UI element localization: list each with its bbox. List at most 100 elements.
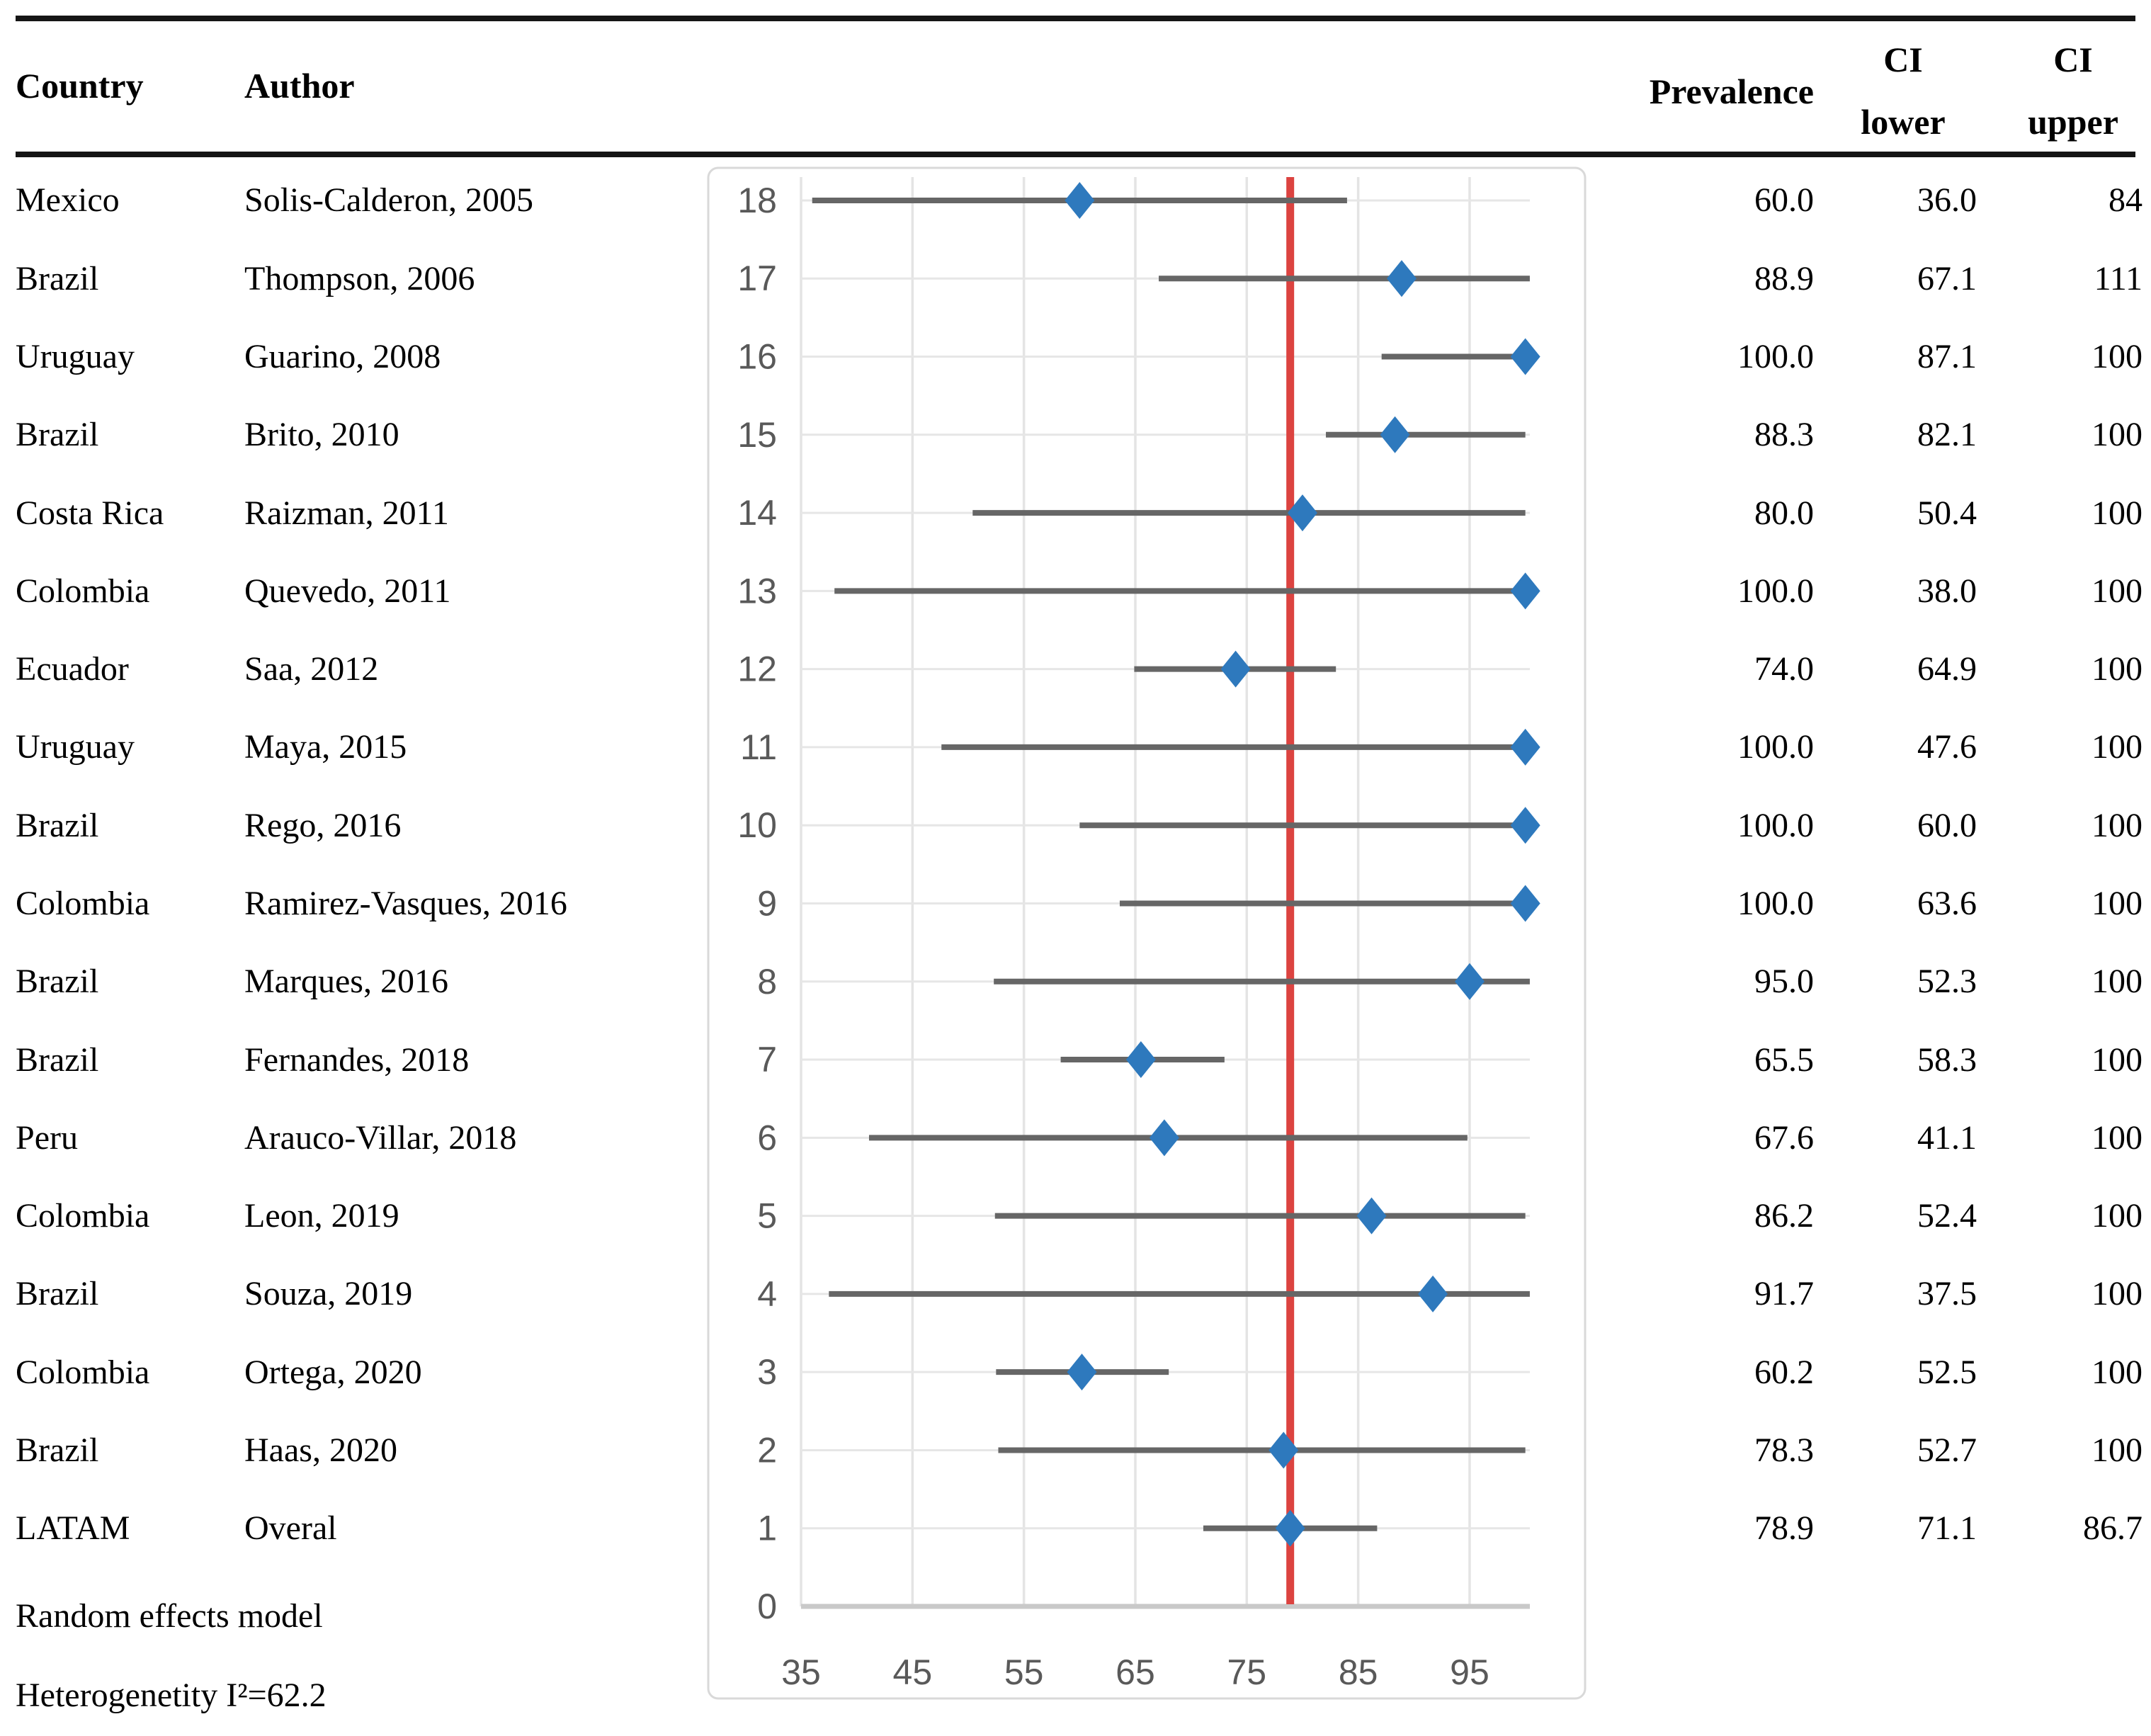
y-axis-label: 6: [757, 1118, 777, 1157]
prevalence-cell: 88.9: [1754, 259, 1814, 297]
y-axis-label: 10: [737, 805, 777, 845]
author-cell: Rego, 2016: [244, 806, 402, 844]
country-cell: Ecuador: [16, 650, 129, 688]
ci-lower-cell: 37.5: [1917, 1275, 1977, 1313]
heterogeneity-note: Heterogenetity I²=62.2: [16, 1677, 327, 1714]
author-cell: Marques, 2016: [244, 963, 448, 1001]
author-cell: Quevedo, 2011: [244, 572, 451, 610]
country-cell: Brazil: [16, 1040, 99, 1079]
prevalence-cell: 95.0: [1754, 963, 1814, 1001]
ci-upper-cell: 100: [2092, 1275, 2143, 1313]
table-row: Costa Rica Raizman, 2011 80.0 50.4 100: [0, 474, 2151, 552]
y-axis-label: 11: [740, 727, 777, 767]
table-row: Brazil Brito, 2010 88.3 82.1 100: [0, 396, 2151, 474]
author-cell: Fernandes, 2018: [244, 1040, 470, 1079]
prevalence-diamond: [1387, 260, 1417, 297]
ci-upper-cell: 84: [2109, 181, 2143, 220]
y-axis-label: 9: [757, 883, 777, 923]
y-axis-label: 1: [757, 1509, 777, 1548]
y-axis-label: 3: [757, 1352, 777, 1392]
prevalence-cell: 65.5: [1754, 1040, 1814, 1079]
ci-lower-cell: 67.1: [1917, 259, 1977, 297]
author-cell: Arauco-Villar, 2018: [244, 1118, 517, 1157]
ci-lower-cell: 47.6: [1917, 728, 1977, 766]
prevalence-diamond: [1510, 807, 1540, 844]
author-cell: Guarino, 2008: [244, 338, 441, 376]
prevalence-diamond: [1269, 1431, 1299, 1469]
ci-lower-cell: 50.4: [1917, 494, 1977, 532]
column-header-author: Author: [244, 66, 355, 106]
prevalence-cell: 100.0: [1737, 884, 1814, 922]
author-cell: Raizman, 2011: [244, 494, 449, 532]
ci-upper-cell: 100: [2092, 1118, 2143, 1157]
column-header-prevalence: Prevalence: [1649, 72, 1814, 111]
ci-upper-cell: 100: [2092, 494, 2143, 532]
table-row: Colombia Ramirez-Vasques, 2016 100.0 63.6 10…: [0, 864, 2151, 942]
ci-lower-cell: 38.0: [1917, 572, 1977, 610]
ci-upper-cell: 86.7: [2083, 1509, 2143, 1548]
ci-upper-cell: 100: [2092, 338, 2143, 376]
y-axis-label: 15: [737, 415, 777, 455]
prevalence-cell: 91.7: [1754, 1275, 1814, 1313]
prevalence-cell: 88.3: [1754, 416, 1814, 454]
table-row: Mexico Solis-Calderon, 2005 60.0 36.0 84: [0, 161, 2151, 239]
table-row: Uruguay Maya, 2015 100.0 47.6 100: [0, 708, 2151, 786]
y-axis-label: 0: [757, 1587, 777, 1626]
ci-upper-cell: 100: [2092, 416, 2143, 454]
ci-lower-cell: 71.1: [1917, 1509, 1977, 1548]
column-header-ci-upper: CI upper: [1995, 28, 2151, 153]
table-row: LATAM Overal 78.9 71.1 86.7: [0, 1490, 2151, 1567]
country-cell: Colombia: [16, 1197, 150, 1235]
ci-upper-cell: 100: [2092, 1431, 2143, 1469]
ci-upper-cell: 100: [2092, 728, 2143, 766]
ci-upper-cell: 100: [2092, 884, 2143, 922]
x-axis-label: 85: [1339, 1652, 1378, 1692]
prevalence-diamond: [1149, 1119, 1179, 1157]
prevalence-cell: 78.9: [1754, 1509, 1814, 1548]
ci-label: CI: [2053, 40, 2093, 79]
country-cell: Colombia: [16, 572, 150, 610]
y-axis-label: 17: [737, 259, 777, 298]
country-cell: Brazil: [16, 806, 99, 844]
x-axis-label: 95: [1450, 1652, 1489, 1692]
prevalence-diamond: [1510, 338, 1540, 375]
table-row: Brazil Thompson, 2006 88.9 67.1 111: [0, 239, 2151, 317]
x-axis-label: 45: [893, 1652, 933, 1692]
prevalence-diamond: [1454, 963, 1485, 1000]
prevalence-cell: 86.2: [1754, 1197, 1814, 1235]
country-cell: Uruguay: [16, 728, 135, 766]
prevalence-cell: 67.6: [1754, 1118, 1814, 1157]
table-row: Brazil Souza, 2019 91.7 37.5 100: [0, 1255, 2151, 1333]
country-cell: Brazil: [16, 1431, 99, 1469]
prevalence-diamond: [1220, 650, 1251, 688]
table-row: Uruguay Guarino, 2008 100.0 87.1 100: [0, 318, 2151, 396]
ci-upper-cell: 100: [2092, 1353, 2143, 1391]
y-axis-label: 13: [737, 571, 777, 611]
y-axis-label: 14: [737, 493, 777, 533]
y-axis-label: 8: [757, 962, 777, 1002]
ci-lower-cell: 52.3: [1917, 963, 1977, 1001]
prevalence-diamond: [1510, 728, 1540, 766]
ci-lower-cell: 63.6: [1917, 884, 1977, 922]
x-axis-label: 65: [1116, 1652, 1155, 1692]
prevalence-diamond: [1418, 1275, 1448, 1312]
ci-upper-cell: 100: [2092, 1197, 2143, 1235]
prevalence-diamond: [1510, 572, 1540, 610]
ci-lower-cell: 64.9: [1917, 650, 1977, 688]
country-cell: Mexico: [16, 181, 120, 220]
country-cell: Peru: [16, 1118, 78, 1157]
prevalence-cell: 100.0: [1737, 806, 1814, 844]
column-header-ci-lower: CI lower: [1825, 28, 1981, 153]
author-cell: Ramirez-Vasques, 2016: [244, 884, 567, 922]
table-row: Colombia Leon, 2019 86.2 52.4 100: [0, 1177, 2151, 1255]
ci-lower-cell: 52.5: [1917, 1353, 1977, 1391]
lower-label: lower: [1861, 102, 1946, 142]
prevalence-diamond: [1067, 1354, 1097, 1391]
y-axis-label: 2: [757, 1430, 777, 1470]
country-cell: Brazil: [16, 963, 99, 1001]
ci-upper-cell: 100: [2092, 1040, 2143, 1079]
author-cell: Saa, 2012: [244, 650, 379, 688]
author-cell: Souza, 2019: [244, 1275, 413, 1313]
country-cell: Costa Rica: [16, 494, 164, 532]
